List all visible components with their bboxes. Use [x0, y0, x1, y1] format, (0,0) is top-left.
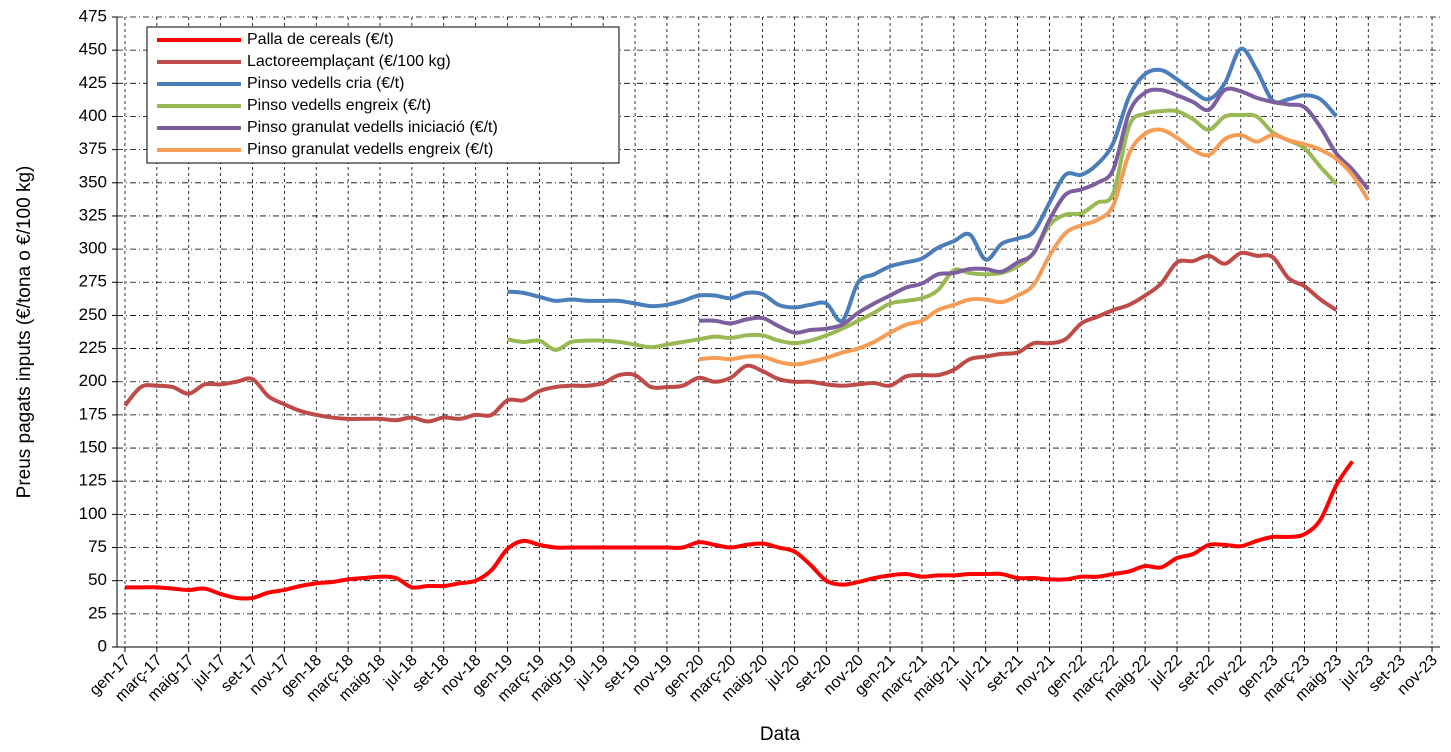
y-axis-label: Preus pagats inputs (€/tona o €/100 kg) [14, 166, 35, 499]
y-tick-label: 50 [88, 570, 107, 589]
y-tick-label: 150 [79, 438, 107, 457]
series-line [507, 108, 1338, 352]
y-tick-label: 400 [79, 106, 107, 125]
legend-label: Pinso granulat vedells engreix (€/t) [247, 141, 493, 158]
y-tick-label: 25 [88, 603, 107, 622]
y-tick-label: 450 [79, 40, 107, 59]
y-tick-label: 325 [79, 205, 107, 224]
y-tick-label: 350 [79, 172, 107, 191]
series-line [507, 46, 1338, 324]
y-tick-label: 200 [79, 371, 107, 390]
x-axis-label: Data [760, 724, 801, 745]
y-tick-label: 100 [79, 504, 107, 523]
y-tick-label: 375 [79, 139, 107, 158]
series-line [123, 250, 1338, 424]
y-tick-label: 225 [79, 338, 107, 357]
y-tick-label: 75 [88, 537, 107, 556]
legend-label: Pinso granulat vedells iniciació (€/t) [247, 119, 498, 136]
legend-label: Pinso vedells cria (€/t) [247, 75, 404, 92]
y-tick-label: 475 [79, 6, 107, 25]
y-tick-label: 0 [98, 636, 107, 655]
series-line [698, 86, 1370, 335]
legend-box [146, 26, 620, 164]
series-line [698, 127, 1370, 367]
legend-label: Palla de cereals (€/t) [247, 31, 394, 48]
y-tick-label: 425 [79, 73, 107, 92]
y-tick-label: 250 [79, 305, 107, 324]
legend-label: Lactoreemplaçant (€/100 kg) [247, 53, 451, 70]
legend-label: Pinso vedells engreix (€/t) [247, 97, 431, 114]
series-line [124, 460, 1354, 601]
y-tick-label: 125 [79, 471, 107, 490]
y-tick-label: 275 [79, 272, 107, 291]
y-tick-label: 300 [79, 239, 107, 258]
y-tick-label: 175 [79, 404, 107, 423]
